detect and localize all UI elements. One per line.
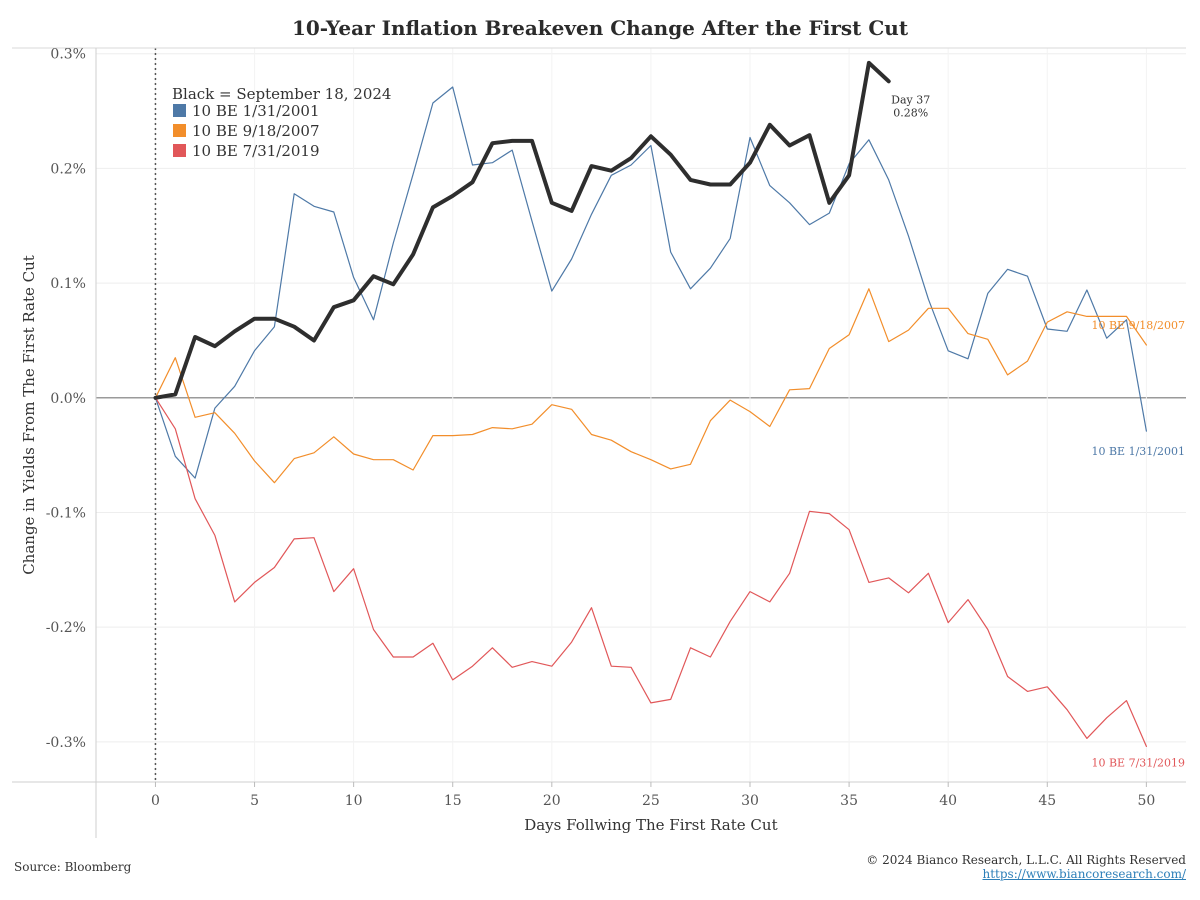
y-tick-label: 0.3% xyxy=(50,47,86,63)
annotation-value: 0.28% xyxy=(893,106,928,119)
series-line xyxy=(153,60,891,400)
y-tick-label: -0.1% xyxy=(46,505,86,521)
series-end-label: 10 BE 1/31/2001 xyxy=(1091,445,1185,458)
y-tick-label: 0.2% xyxy=(50,161,86,177)
annotation-day: Day 37 xyxy=(891,93,930,106)
source-note: Source: Bloomberg xyxy=(14,860,132,874)
y-tick-label: -0.2% xyxy=(46,620,86,636)
legend-swatch xyxy=(173,104,186,117)
website-link[interactable]: https://www.biancoresearch.com/ xyxy=(982,867,1186,881)
x-tick-label: 50 xyxy=(1137,793,1155,809)
x-axis-title: Days Follwing The First Rate Cut xyxy=(524,816,777,834)
series-line xyxy=(154,288,1148,484)
x-tick-label: 0 xyxy=(151,793,160,809)
y-tick-label: 0.0% xyxy=(50,391,86,407)
x-tick-label: 10 xyxy=(345,793,363,809)
legend-swatch xyxy=(173,144,186,157)
legend-title: Black = September 18, 2024 xyxy=(172,85,391,103)
x-tick-label: 5 xyxy=(250,793,259,809)
x-tick-label: 20 xyxy=(543,793,561,809)
y-axis-title: Change in Yields From The First Rate Cut xyxy=(20,255,38,575)
x-tick-label: 45 xyxy=(1038,793,1056,809)
legend-label: 10 BE 9/18/2007 xyxy=(192,122,320,140)
legend-swatch xyxy=(173,124,186,137)
series-layer xyxy=(153,60,1148,748)
series-end-label: 10 BE 7/31/2019 xyxy=(1091,756,1185,769)
series-line xyxy=(154,86,1148,479)
y-tick-label: -0.3% xyxy=(46,735,86,751)
label-layer: 10 BE 1/31/2001 10 BE 9/18/2007 10 BE 7/31… xyxy=(891,93,1185,769)
copyright-note: © 2024 Bianco Research, L.L.C. All Right… xyxy=(866,853,1186,867)
series-end-label: 10 BE 9/18/2007 xyxy=(1091,319,1185,332)
grid-layer xyxy=(96,48,1186,782)
axis-layer: 0.3% 0.2% 0.1% 0.0% -0.1% -0.2% -0.3% 0 5 10 15 20 2… xyxy=(12,47,1186,838)
x-tick-label: 25 xyxy=(642,793,660,809)
legend-label: 10 BE 7/31/2019 xyxy=(192,142,320,160)
y-tick-label: 0.1% xyxy=(50,276,86,292)
chart-title: 10-Year Inflation Breakeven Change After… xyxy=(291,16,909,40)
x-tick-label: 40 xyxy=(939,793,957,809)
series-line xyxy=(154,397,1148,748)
x-tick-label: 35 xyxy=(840,793,858,809)
legend-label: 10 BE 1/31/2001 xyxy=(192,102,320,120)
x-tick-label: 15 xyxy=(444,793,462,809)
x-tick-label: 30 xyxy=(741,793,759,809)
